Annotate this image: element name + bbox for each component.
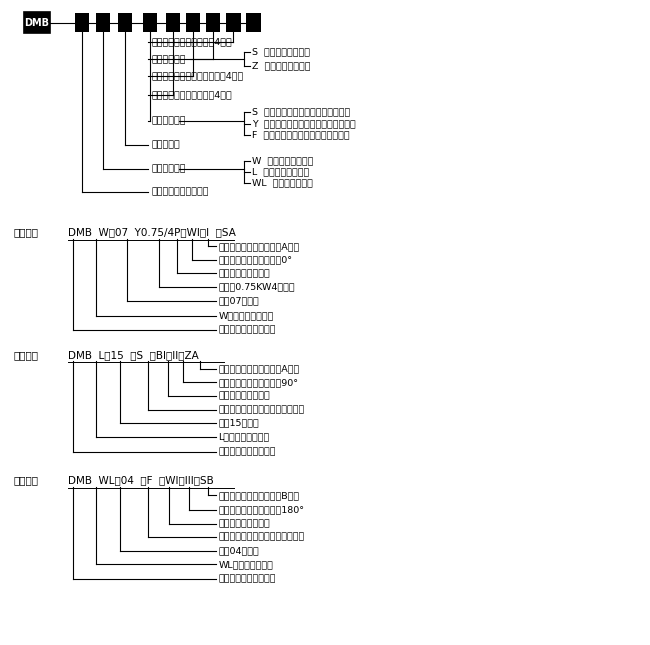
Bar — [75, 13, 89, 32]
Text: DMB  L－15  －S  －BI－II－ZA: DMB L－15 －S －BI－II－ZA — [68, 350, 199, 360]
Bar — [143, 13, 157, 32]
Text: 表示调速件安装方向（见4页）: 表示调速件安装方向（见4页） — [151, 37, 232, 46]
Text: 表示电机接线盒安装位置0°: 表示电机接线盒安装位置0° — [218, 255, 292, 264]
Bar — [118, 13, 132, 32]
Text: 表示该系列变速器代号: 表示该系列变速器代号 — [218, 447, 276, 456]
Text: 表示配联接法兰（用户自配电机）: 表示配联接法兰（用户自配电机） — [218, 533, 305, 542]
Text: 表示电机接线盒安装位置180°: 表示电机接线盒安装位置180° — [218, 505, 304, 514]
Text: 表示安装方式: 表示安装方式 — [151, 164, 186, 174]
Text: 表示变速器安装方位: 表示变速器安装方位 — [218, 519, 270, 528]
Text: 表示电机接线盒安装位置90°: 表示电机接线盒安装位置90° — [218, 378, 298, 387]
Text: 系列三：: 系列三： — [13, 475, 38, 486]
Text: DMB: DMB — [25, 17, 49, 28]
Text: 表示07机型号: 表示07机型号 — [218, 296, 259, 305]
Bar — [186, 13, 200, 32]
Text: 表示04机型号: 表示04机型号 — [218, 546, 259, 555]
Text: 表示该系列变速器代号: 表示该系列变速器代号 — [218, 574, 276, 583]
Text: 表示变速器安装方位（见4页）: 表示变速器安装方位（见4页） — [151, 90, 232, 99]
Bar — [246, 13, 261, 32]
Text: 表示该系列变速器代号: 表示该系列变速器代号 — [218, 326, 276, 335]
Text: 表示手轮手动调速安装在A方向: 表示手轮手动调速安装在A方向 — [218, 242, 300, 251]
Text: 表示手轮手动调速安装在B方向: 表示手轮手动调速安装在B方向 — [218, 491, 300, 500]
Text: 表示电动自动调速安装在A方向: 表示电动自动调速安装在A方向 — [218, 364, 300, 373]
Bar — [226, 13, 240, 32]
Text: WL  卧立式两用安装: WL 卧立式两用安装 — [252, 179, 313, 188]
Text: 表示电机接线盒安装位置（见4页）: 表示电机接线盒安装位置（见4页） — [151, 72, 244, 81]
Text: 表示配0.75KW4极电机: 表示配0.75KW4极电机 — [218, 283, 295, 292]
Text: 表示调速方式: 表示调速方式 — [151, 55, 186, 64]
Text: S  表示不配电机轴输入（即双轴型）: S 表示不配电机轴输入（即双轴型） — [252, 107, 350, 116]
Text: 系列一：: 系列一： — [13, 227, 38, 237]
Text: 表示15机型号: 表示15机型号 — [218, 419, 259, 428]
Text: W表示卧式底脚安装: W表示卧式底脚安装 — [218, 312, 274, 321]
Text: 系列二：: 系列二： — [13, 350, 38, 360]
Text: 表示机型号: 表示机型号 — [151, 141, 180, 150]
Text: Y  表示配电机，并表明电机功率与极数: Y 表示配电机，并表明电机功率与极数 — [252, 119, 356, 128]
Bar — [166, 13, 180, 32]
Bar — [206, 13, 220, 32]
Text: L表示立式法兰安装: L表示立式法兰安装 — [218, 432, 270, 441]
Text: F  表示配联接法兰（用户自配电机）: F 表示配联接法兰（用户自配电机） — [252, 130, 350, 139]
Text: 表示变速器安装方位: 表示变速器安装方位 — [218, 392, 270, 401]
Text: 表示该系列变速器代号: 表示该系列变速器代号 — [151, 188, 209, 197]
Text: 表示变速器安装方位: 表示变速器安装方位 — [218, 269, 270, 278]
Text: 表示不配电机轴输入（即双轴型）: 表示不配电机轴输入（即双轴型） — [218, 405, 305, 414]
Text: L  表示立式法兰安装: L 表示立式法兰安装 — [252, 168, 309, 177]
Text: 表示输入方式: 表示输入方式 — [151, 117, 186, 126]
Text: WL卧立式两用安装: WL卧立式两用安装 — [218, 560, 273, 569]
Text: W  表示卧式底脚安装: W 表示卧式底脚安装 — [252, 157, 313, 166]
Text: S  表示手轮手动调速: S 表示手轮手动调速 — [252, 47, 310, 56]
Text: Z  表示电动自动调速: Z 表示电动自动调速 — [252, 61, 311, 70]
Text: DMB  W－07  Y0.75/4P－WI－I  －SA: DMB W－07 Y0.75/4P－WI－I －SA — [68, 227, 236, 237]
Bar — [24, 12, 50, 33]
Bar — [96, 13, 110, 32]
Text: DMB  WL－04  －F  －WI－III－SB: DMB WL－04 －F －WI－III－SB — [68, 475, 214, 486]
